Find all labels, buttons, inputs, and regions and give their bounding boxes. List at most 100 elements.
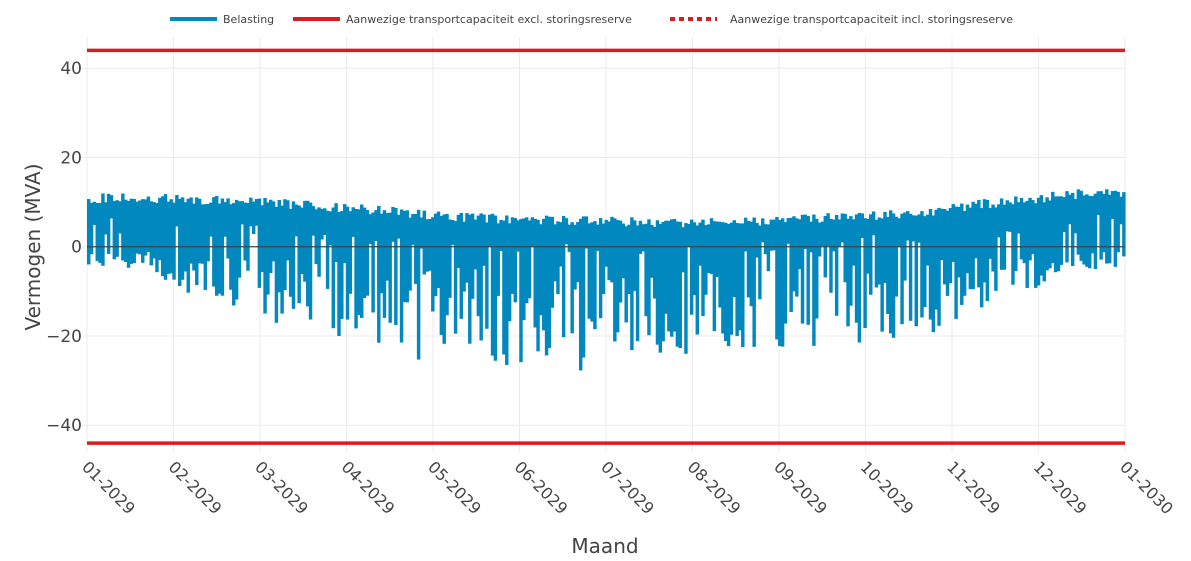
belasting-bar bbox=[1065, 191, 1069, 263]
belasting-bar bbox=[425, 219, 429, 272]
belasting-bar bbox=[1016, 202, 1021, 234]
belasting-bar bbox=[254, 199, 259, 226]
belasting-bar bbox=[280, 205, 284, 314]
belasting-bar bbox=[368, 214, 372, 244]
belasting-bar bbox=[789, 217, 793, 313]
belasting-bar bbox=[968, 207, 973, 290]
belasting-bar bbox=[121, 193, 125, 261]
belasting-bar bbox=[815, 218, 819, 319]
belasting-bar bbox=[178, 198, 182, 287]
belasting-bar bbox=[536, 219, 540, 352]
belasting-bar bbox=[948, 207, 953, 284]
belasting-bar bbox=[1056, 196, 1061, 272]
x-tick-label: 11-2029 bbox=[943, 457, 1004, 518]
belasting-bar bbox=[1031, 200, 1035, 255]
belasting-bar bbox=[587, 223, 591, 319]
belasting-bar bbox=[809, 221, 813, 253]
belasting-bar bbox=[328, 211, 333, 246]
belasting-bar bbox=[192, 203, 196, 271]
x-tick-label: 08-2029 bbox=[684, 457, 745, 518]
belasting-bar bbox=[914, 215, 918, 327]
belasting-bar bbox=[462, 221, 466, 292]
belasting-bar bbox=[396, 214, 401, 239]
belasting-bar bbox=[411, 214, 415, 245]
belasting-bar bbox=[206, 203, 210, 262]
belasting-bar bbox=[894, 216, 899, 297]
belasting-bar bbox=[405, 210, 409, 303]
x-tick-label: 03-2029 bbox=[251, 457, 312, 518]
belasting-bar bbox=[115, 200, 119, 257]
belasting-bar bbox=[263, 198, 267, 314]
x-tick-label: 06-2029 bbox=[511, 457, 572, 518]
belasting-bar bbox=[857, 212, 862, 343]
belasting-bar bbox=[590, 222, 594, 322]
belasting-bar bbox=[832, 219, 836, 252]
belasting-bar bbox=[576, 222, 580, 283]
belasting-bar bbox=[1011, 204, 1015, 285]
belasting-bar bbox=[465, 213, 469, 283]
belasting-bar bbox=[234, 199, 239, 300]
belasting-bar bbox=[675, 221, 680, 347]
belasting-bar bbox=[812, 214, 816, 346]
belasting-bar bbox=[692, 222, 697, 296]
belasting-bar bbox=[479, 213, 483, 341]
legend-label-belasting: Belasting bbox=[223, 13, 274, 26]
belasting-bar bbox=[496, 223, 500, 296]
belasting-bar bbox=[849, 216, 853, 306]
belasting-bar bbox=[726, 224, 731, 347]
belasting-bar bbox=[1073, 199, 1078, 234]
belasting-bar bbox=[243, 202, 247, 261]
belasting-bar bbox=[345, 206, 350, 320]
belasting-bar bbox=[163, 194, 168, 280]
belasting-bar bbox=[112, 201, 117, 260]
belasting-bar bbox=[249, 197, 253, 227]
belasting-bar bbox=[596, 224, 600, 251]
belasting-bar bbox=[547, 216, 552, 349]
belasting-bar bbox=[749, 221, 754, 307]
belasting-bar bbox=[1079, 190, 1083, 261]
belasting-bar bbox=[340, 211, 344, 319]
belasting-bar bbox=[490, 213, 495, 356]
belasting-bar bbox=[633, 220, 637, 291]
belasting-bar bbox=[829, 218, 833, 293]
belasting-bar bbox=[291, 201, 296, 309]
belasting-bar bbox=[251, 201, 256, 234]
belasting-bar bbox=[118, 201, 122, 234]
belasting-bar bbox=[721, 222, 725, 334]
belasting-bar bbox=[760, 218, 765, 243]
belasting-bar bbox=[687, 223, 691, 247]
series-belasting bbox=[87, 189, 1126, 371]
belasting-bar bbox=[559, 222, 563, 267]
belasting-bar bbox=[652, 226, 657, 299]
belasting-bar bbox=[758, 225, 762, 300]
belasting-bar bbox=[704, 225, 708, 295]
y-tick-labels: 40 20 0 −20 −40 bbox=[46, 59, 82, 436]
belasting-bar bbox=[775, 216, 779, 340]
belasting-bar bbox=[923, 216, 927, 308]
belasting-bar bbox=[960, 203, 964, 305]
belasting-bar bbox=[678, 221, 682, 349]
legend: Belasting Aanwezige transportcapaciteit … bbox=[170, 13, 1013, 26]
belasting-bar bbox=[1059, 196, 1064, 265]
belasting-bar bbox=[476, 215, 481, 317]
belasting-bar bbox=[141, 199, 145, 263]
belasting-bar bbox=[169, 199, 173, 274]
belasting-bar bbox=[891, 213, 896, 338]
belasting-bar bbox=[1099, 191, 1103, 260]
x-tick-label: 12-2029 bbox=[1030, 457, 1091, 518]
belasting-bar bbox=[459, 212, 463, 319]
belasting-bar bbox=[985, 199, 990, 302]
belasting-bar bbox=[362, 207, 367, 299]
belasting-bar bbox=[149, 201, 153, 266]
belasting-bar bbox=[539, 224, 543, 316]
belasting-bar bbox=[391, 206, 395, 242]
belasting-bar bbox=[317, 207, 321, 277]
belasting-bar bbox=[274, 206, 279, 323]
belasting-bar bbox=[436, 211, 441, 289]
belasting-bar bbox=[817, 222, 822, 257]
belasting-bar bbox=[1042, 202, 1046, 282]
belasting-bar bbox=[553, 224, 557, 282]
y-tick-label: −20 bbox=[46, 327, 82, 347]
belasting-bar bbox=[1008, 202, 1012, 232]
belasting-bar bbox=[374, 210, 378, 242]
